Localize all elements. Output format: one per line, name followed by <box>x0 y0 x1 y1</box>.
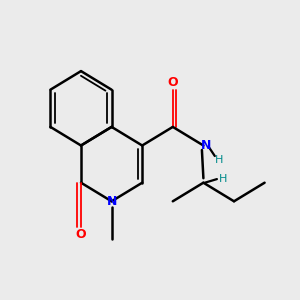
Text: H: H <box>215 154 224 165</box>
Text: N: N <box>106 195 117 208</box>
Text: O: O <box>76 228 86 242</box>
Text: N: N <box>201 139 211 152</box>
Text: O: O <box>167 76 178 89</box>
Text: H: H <box>219 174 228 184</box>
